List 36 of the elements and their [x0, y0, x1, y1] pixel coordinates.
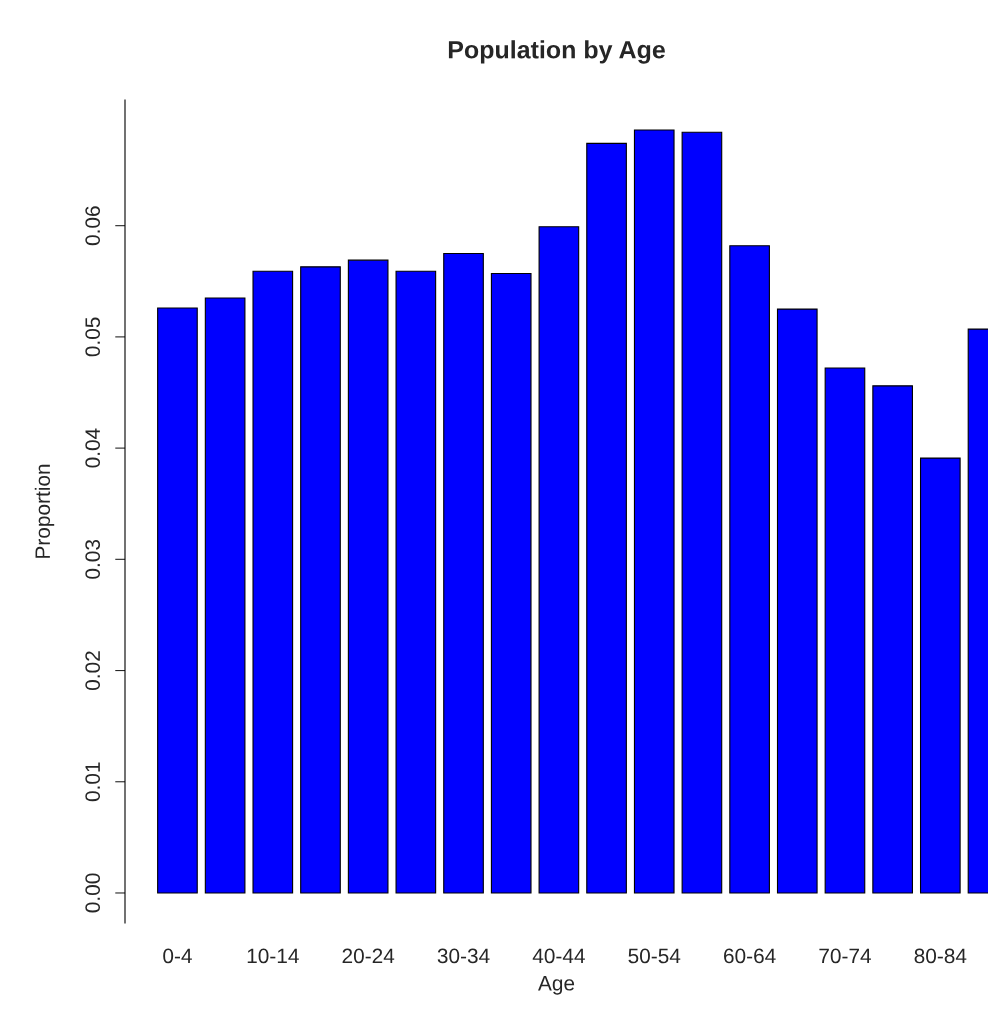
- bar: [490, 272, 532, 894]
- bar: [395, 270, 437, 894]
- y-tick-label: 0.05: [85, 317, 101, 357]
- x-axis-title: Age: [538, 976, 575, 995]
- x-tick-label: 0-4: [163, 948, 192, 964]
- x-tick-label: 40-44: [532, 948, 585, 964]
- bar: [729, 245, 770, 894]
- bar: [300, 266, 341, 894]
- y-tick-label: 0.06: [85, 206, 101, 246]
- bar: [633, 129, 675, 894]
- bar: [538, 226, 580, 894]
- bar: [204, 297, 246, 894]
- y-tick-label: 0.00: [85, 873, 101, 913]
- x-tick-label: 60-64: [724, 948, 776, 964]
- x-tick-label: 10-14: [247, 948, 299, 964]
- y-tick-label: 0.01: [85, 762, 101, 802]
- bar: [872, 385, 913, 894]
- bar: [681, 131, 723, 894]
- chart-title: Population by Age: [448, 40, 665, 64]
- y-tick-label: 0.03: [85, 539, 101, 579]
- x-tick-label: 50-54: [628, 948, 681, 964]
- y-axis-title: Proportion: [34, 464, 55, 558]
- bar: [776, 308, 818, 894]
- x-tick-label: 20-24: [342, 948, 395, 964]
- bar: [824, 367, 866, 894]
- x-tick-label: 80-84: [914, 948, 967, 964]
- y-tick-label: 0.04: [85, 428, 101, 468]
- x-tick-label: 70-74: [819, 948, 871, 964]
- bar: [157, 307, 198, 894]
- bar: [252, 270, 294, 894]
- bar: [586, 142, 627, 894]
- y-tick-label: 0.02: [85, 651, 101, 690]
- bar: [347, 259, 389, 894]
- bar: [919, 457, 961, 894]
- bar: [443, 252, 484, 894]
- x-tick-label: 30-34: [437, 948, 490, 964]
